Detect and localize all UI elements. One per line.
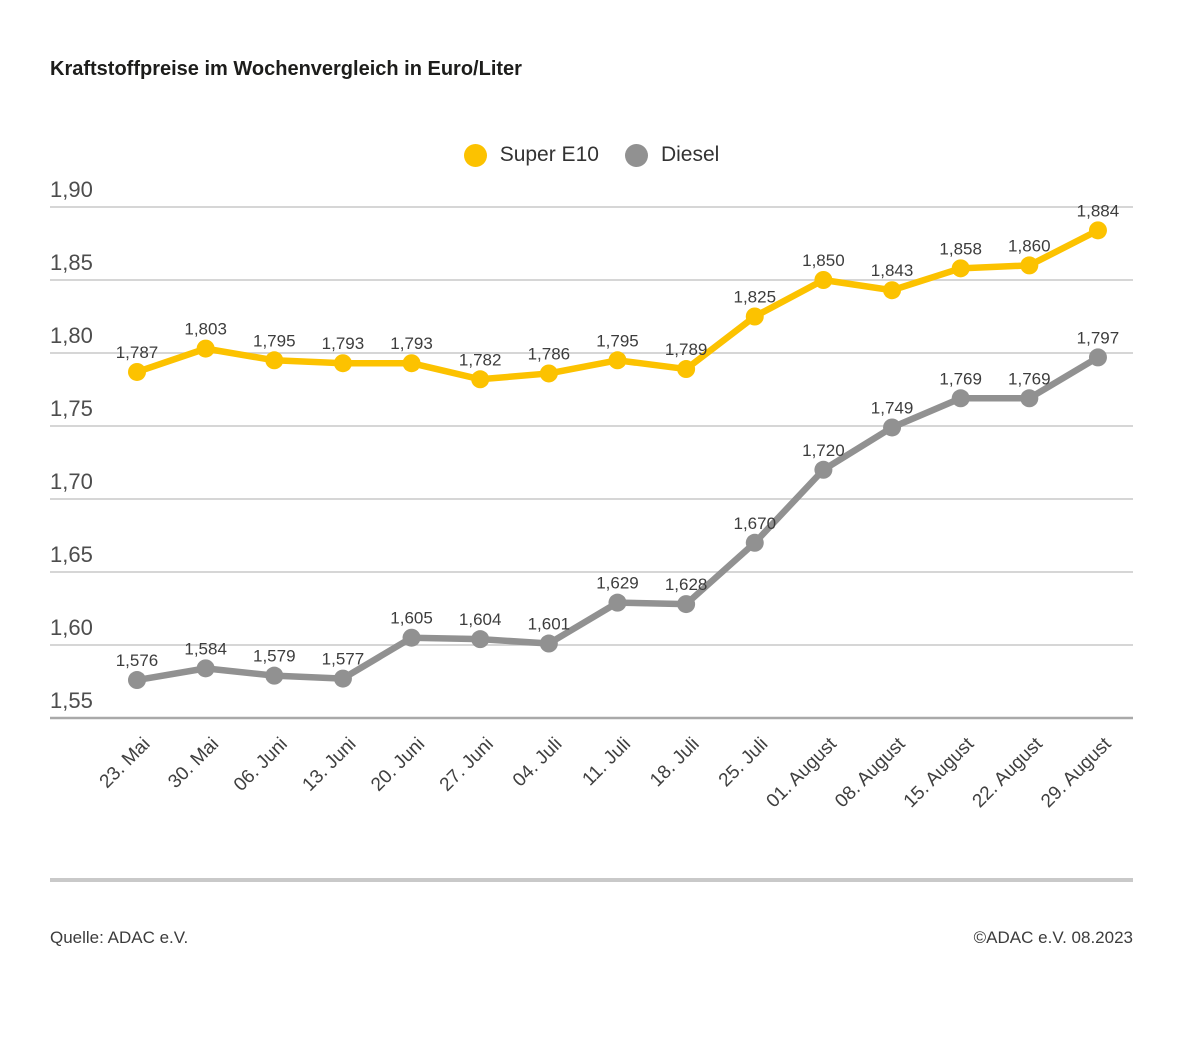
super-e10-dot-icon — [463, 143, 487, 167]
data-point — [608, 593, 627, 612]
y-axis-label: 1,55 — [50, 688, 93, 713]
x-axis-label: 15. August — [900, 733, 979, 812]
data-point — [333, 669, 352, 688]
data-point — [128, 362, 146, 381]
data-point-label: 1,769 — [939, 369, 982, 388]
data-point-label: 1,786 — [528, 344, 571, 363]
footer-divider — [50, 878, 1133, 882]
chart-legend: Super E10 Diesel — [50, 143, 1133, 167]
data-point-label: 1,601 — [528, 615, 571, 634]
footer-source: Quelle: ADAC e.V. — [50, 928, 189, 947]
x-axis-label: 11. Juli — [579, 734, 635, 790]
y-axis-label: 1,65 — [50, 542, 93, 567]
data-point — [539, 634, 558, 653]
legend-item-super-e10: Super E10 — [463, 143, 599, 167]
data-point — [539, 364, 558, 383]
data-point — [196, 659, 215, 678]
data-point — [265, 351, 284, 370]
legend-label-diesel: Diesel — [660, 143, 720, 166]
data-point — [128, 671, 146, 690]
x-axis-label: 29. August — [1037, 733, 1116, 812]
legend-label-super-e10: Super E10 — [499, 143, 599, 166]
data-point-label: 1,577 — [322, 650, 365, 669]
data-point-label: 1,579 — [253, 647, 296, 666]
x-axis-label: 18. Juli — [646, 734, 703, 791]
data-point-label: 1,605 — [390, 609, 433, 628]
data-point-label: 1,628 — [665, 575, 708, 594]
data-point — [608, 351, 627, 370]
data-point-label: 1,670 — [733, 514, 776, 533]
y-axis-label: 1,80 — [50, 323, 93, 348]
diesel-dot-icon — [624, 143, 648, 167]
y-axis-label: 1,70 — [50, 469, 93, 494]
x-axis-label: 08. August — [831, 733, 910, 812]
data-point-label: 1,576 — [116, 651, 159, 670]
data-point — [677, 360, 696, 379]
y-axis-label: 1,75 — [50, 396, 93, 421]
data-point — [883, 418, 902, 437]
data-point — [196, 339, 215, 358]
data-point-label: 1,769 — [1008, 369, 1051, 388]
data-point-label: 1,850 — [802, 251, 845, 270]
data-point-label: 1,793 — [322, 334, 365, 353]
x-axis-label: 25. Juli — [715, 734, 772, 791]
data-point-label: 1,843 — [871, 261, 914, 280]
data-point — [745, 533, 764, 552]
data-point-label: 1,604 — [459, 610, 502, 629]
data-point — [814, 271, 833, 289]
data-point — [745, 307, 764, 326]
y-axis-label: 1,85 — [50, 250, 93, 275]
data-point — [333, 354, 352, 373]
series-line — [133, 354, 1102, 684]
x-axis-label: 22. August — [969, 733, 1048, 812]
data-point — [814, 460, 833, 479]
data-point-label: 1,720 — [802, 441, 845, 460]
legend-item-diesel: Diesel — [624, 143, 720, 167]
data-point — [402, 628, 421, 647]
data-point-label: 1,787 — [116, 343, 159, 362]
data-point-label: 1,793 — [390, 334, 433, 353]
data-point — [951, 259, 970, 278]
data-point — [265, 666, 284, 685]
data-point — [1020, 389, 1039, 408]
data-point — [1088, 221, 1107, 240]
data-point-label: 1,803 — [184, 320, 227, 339]
data-point-label: 1,789 — [665, 340, 708, 359]
page-title: Kraftstoffpreise im Wochenvergleich in E… — [50, 58, 522, 80]
data-point-label: 1,795 — [253, 331, 296, 350]
data-point — [883, 281, 902, 300]
data-point-label: 1,860 — [1008, 236, 1051, 255]
data-point-label: 1,884 — [1077, 201, 1120, 220]
data-point-label: 1,797 — [1077, 328, 1120, 347]
data-point — [402, 354, 421, 373]
data-point — [471, 370, 490, 389]
data-point-label: 1,825 — [733, 288, 776, 307]
y-axis-label: 1,90 — [50, 177, 93, 202]
data-point-label: 1,749 — [871, 398, 914, 417]
data-point — [1088, 348, 1107, 367]
x-axis-label: 30. Mai — [164, 734, 223, 793]
data-point-label: 1,795 — [596, 331, 639, 350]
x-axis-label: 04. Juli — [509, 734, 566, 791]
data-point-label: 1,629 — [596, 574, 639, 593]
x-axis-label: 01. August — [763, 733, 842, 812]
x-axis-label: 27. Juni — [436, 734, 498, 796]
data-point-label: 1,858 — [939, 239, 982, 258]
data-point — [471, 630, 490, 649]
x-axis-label: 20. Juni — [367, 734, 429, 796]
x-axis-label: 23. Mai — [96, 734, 155, 793]
data-point-label: 1,584 — [184, 639, 227, 658]
footer-copyright: ©ADAC e.V. 08.2023 — [973, 928, 1133, 947]
y-axis-label: 1,60 — [50, 615, 93, 640]
x-axis-label: 06. Juni — [230, 734, 292, 796]
data-point-label: 1,782 — [459, 350, 502, 369]
data-point — [1020, 256, 1039, 275]
x-axis-label: 13. Juni — [299, 734, 361, 796]
data-point — [951, 389, 970, 408]
data-point — [677, 595, 696, 614]
